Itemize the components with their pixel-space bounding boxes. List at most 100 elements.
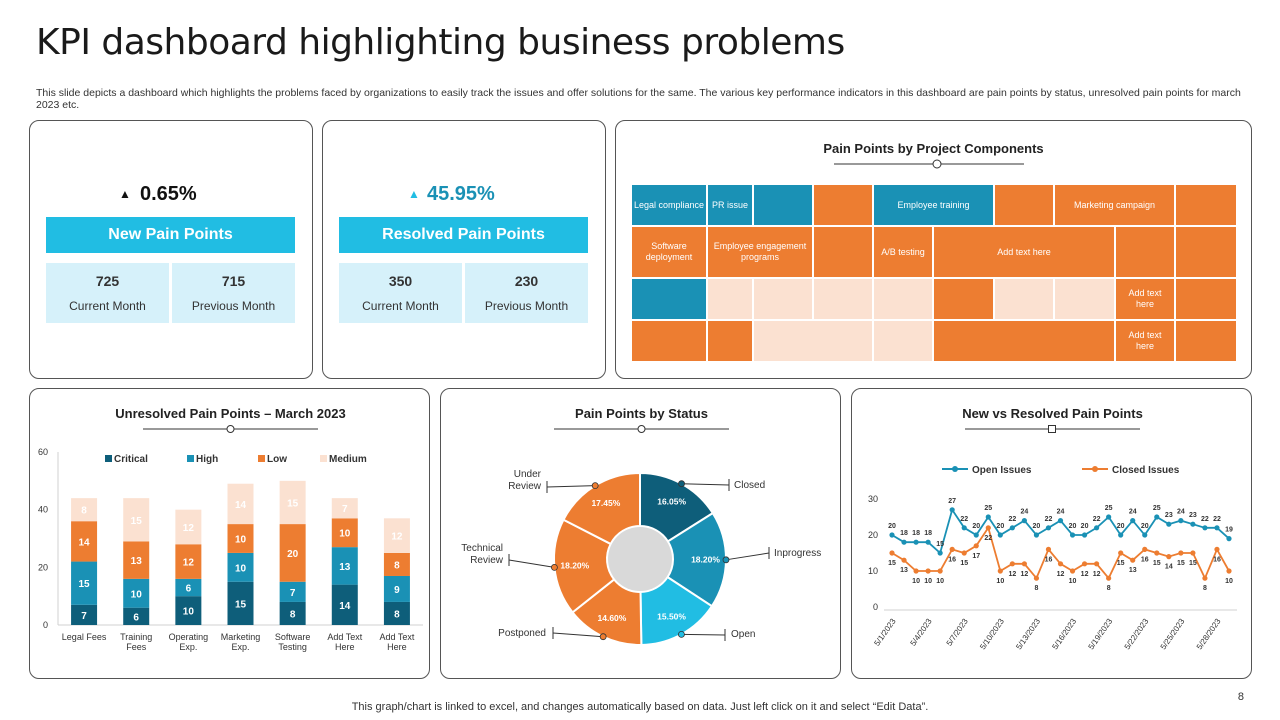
title-divider-marker: [226, 425, 235, 433]
series-point: [997, 568, 1003, 574]
callout-line: [681, 483, 730, 486]
series-point: [913, 568, 919, 574]
grid-cell-pr: PR issue: [707, 184, 753, 226]
x-tick-label: 5/7/2023: [945, 617, 971, 648]
grid-cell: [1175, 226, 1237, 278]
grid-cell-training: Employee training: [873, 184, 994, 226]
series-point: [1106, 514, 1112, 520]
point-value-label: 20: [1141, 523, 1149, 530]
donut-slice: [666, 511, 727, 608]
slice-value-label: 16.05%: [657, 497, 686, 507]
point-value-label: 10: [996, 578, 1004, 585]
grid-cell-engagement: Employee engagement programs: [707, 226, 813, 278]
new-vs-resolved-line-chart: New vs Resolved Pain Points 0 10 20 30 Open I…: [868, 406, 1237, 652]
point-value-label: 12: [1081, 571, 1089, 578]
grid-cell: [1175, 278, 1237, 320]
slice-value-label: 18.20%: [560, 560, 589, 570]
point-value-label: 15: [1189, 560, 1197, 567]
slice-value-label: 15.50%: [657, 611, 686, 621]
bar-value-label: 6: [186, 584, 192, 595]
new-previous-label: Previous Month: [191, 299, 276, 313]
point-value-label: 20: [1033, 523, 1041, 530]
legend-marker: [1092, 466, 1098, 472]
bar-segment: [71, 498, 98, 522]
slice-category-label: Inprogress: [774, 548, 821, 559]
x-tick-label-line: Exp.: [231, 642, 249, 652]
grid-cell: [631, 278, 707, 320]
grid-cell: [753, 320, 873, 362]
donut-slice: [553, 518, 616, 614]
bar-segment: [383, 575, 410, 602]
point-value-label: 15: [960, 560, 968, 567]
series-point: [1021, 518, 1027, 524]
series-point: [985, 525, 991, 531]
series-point: [1045, 546, 1052, 552]
series-point: [1081, 532, 1088, 538]
callout-dot: [551, 563, 558, 571]
series-point: [937, 568, 943, 574]
footer-note: This graph/chart is linked to excel, and…: [351, 701, 929, 713]
series-point: [1021, 561, 1027, 567]
series-point: [961, 525, 967, 531]
bar-segment: [279, 480, 306, 525]
up-arrow-icon: ▲: [119, 187, 131, 201]
bar-segment: [71, 521, 98, 562]
callout-line: [681, 633, 726, 636]
x-tick-label: 5/22/2023: [1123, 617, 1151, 652]
point-value-label: 15: [1117, 560, 1125, 567]
new-previous-cell: 715 Previous Month: [172, 263, 295, 323]
point-value-label: 22: [1201, 516, 1209, 523]
bar-segment: [71, 604, 98, 625]
bar-value-label: 10: [235, 535, 247, 546]
legend-swatch: [105, 455, 112, 462]
point-value-label: 16: [1045, 556, 1053, 563]
series-point: [973, 532, 979, 538]
bar-value-label: 15: [287, 498, 299, 509]
legend-marker: [952, 466, 958, 472]
series-point: [1118, 550, 1124, 556]
point-value-label: 18: [900, 530, 908, 537]
bar-value-label: 7: [342, 504, 348, 515]
unresolved-chart-panel: Unresolved Pain Points – March 2023 0 20 40…: [29, 388, 430, 679]
series-point: [1045, 525, 1052, 531]
donut-slice: [562, 471, 641, 546]
bar-segment: [279, 581, 306, 602]
slice-category-label-line: Closed: [734, 480, 765, 491]
point-value-label: 17: [972, 553, 980, 560]
series-point: [1154, 550, 1160, 556]
grid-cell: [933, 278, 994, 320]
series-point: [1178, 518, 1184, 524]
bar-segment: [227, 581, 254, 625]
grid-cell-software: Software deployment: [631, 226, 707, 278]
grid-cell: [1054, 278, 1115, 320]
bar-value-label: 8: [81, 506, 87, 517]
chart-title: New vs Resolved Pain Points: [962, 406, 1143, 421]
series-point: [1142, 546, 1148, 552]
point-value-label: 10: [936, 578, 944, 585]
bar-value-label: 10: [235, 563, 247, 574]
bar-segment: [227, 483, 254, 525]
point-value-label: 10: [924, 578, 932, 585]
grid-cell: [994, 278, 1054, 320]
x-tick-label-line: Marketing: [221, 632, 261, 642]
new-pain-points-banner: New Pain Points: [46, 217, 295, 253]
grid-cell: [813, 278, 873, 320]
x-tick-label-line: Operating: [169, 632, 209, 642]
x-tick-label: 5/25/2023: [1159, 617, 1187, 652]
point-value-label: 23: [1165, 512, 1173, 519]
x-tick-label: 5/1/2023: [872, 617, 898, 648]
point-value-label: 16: [1213, 556, 1221, 563]
bar-segment: [279, 524, 306, 582]
slice-category-label-line: Review: [470, 555, 504, 566]
bar-segment: [383, 552, 410, 576]
series-point: [1009, 525, 1015, 531]
page-title: KPI dashboard highlighting business prob…: [36, 22, 845, 63]
legend-label: Critical: [114, 454, 148, 465]
slice-category-label: Open: [731, 629, 755, 640]
grid-cell-add-text: Add text here: [933, 226, 1115, 278]
point-value-label: 24: [1020, 509, 1028, 516]
bar-segment: [123, 498, 150, 542]
grid-cell-add-text: Add text here: [1115, 278, 1175, 320]
grid-cell: [813, 226, 873, 278]
grid-cell: [631, 320, 707, 362]
